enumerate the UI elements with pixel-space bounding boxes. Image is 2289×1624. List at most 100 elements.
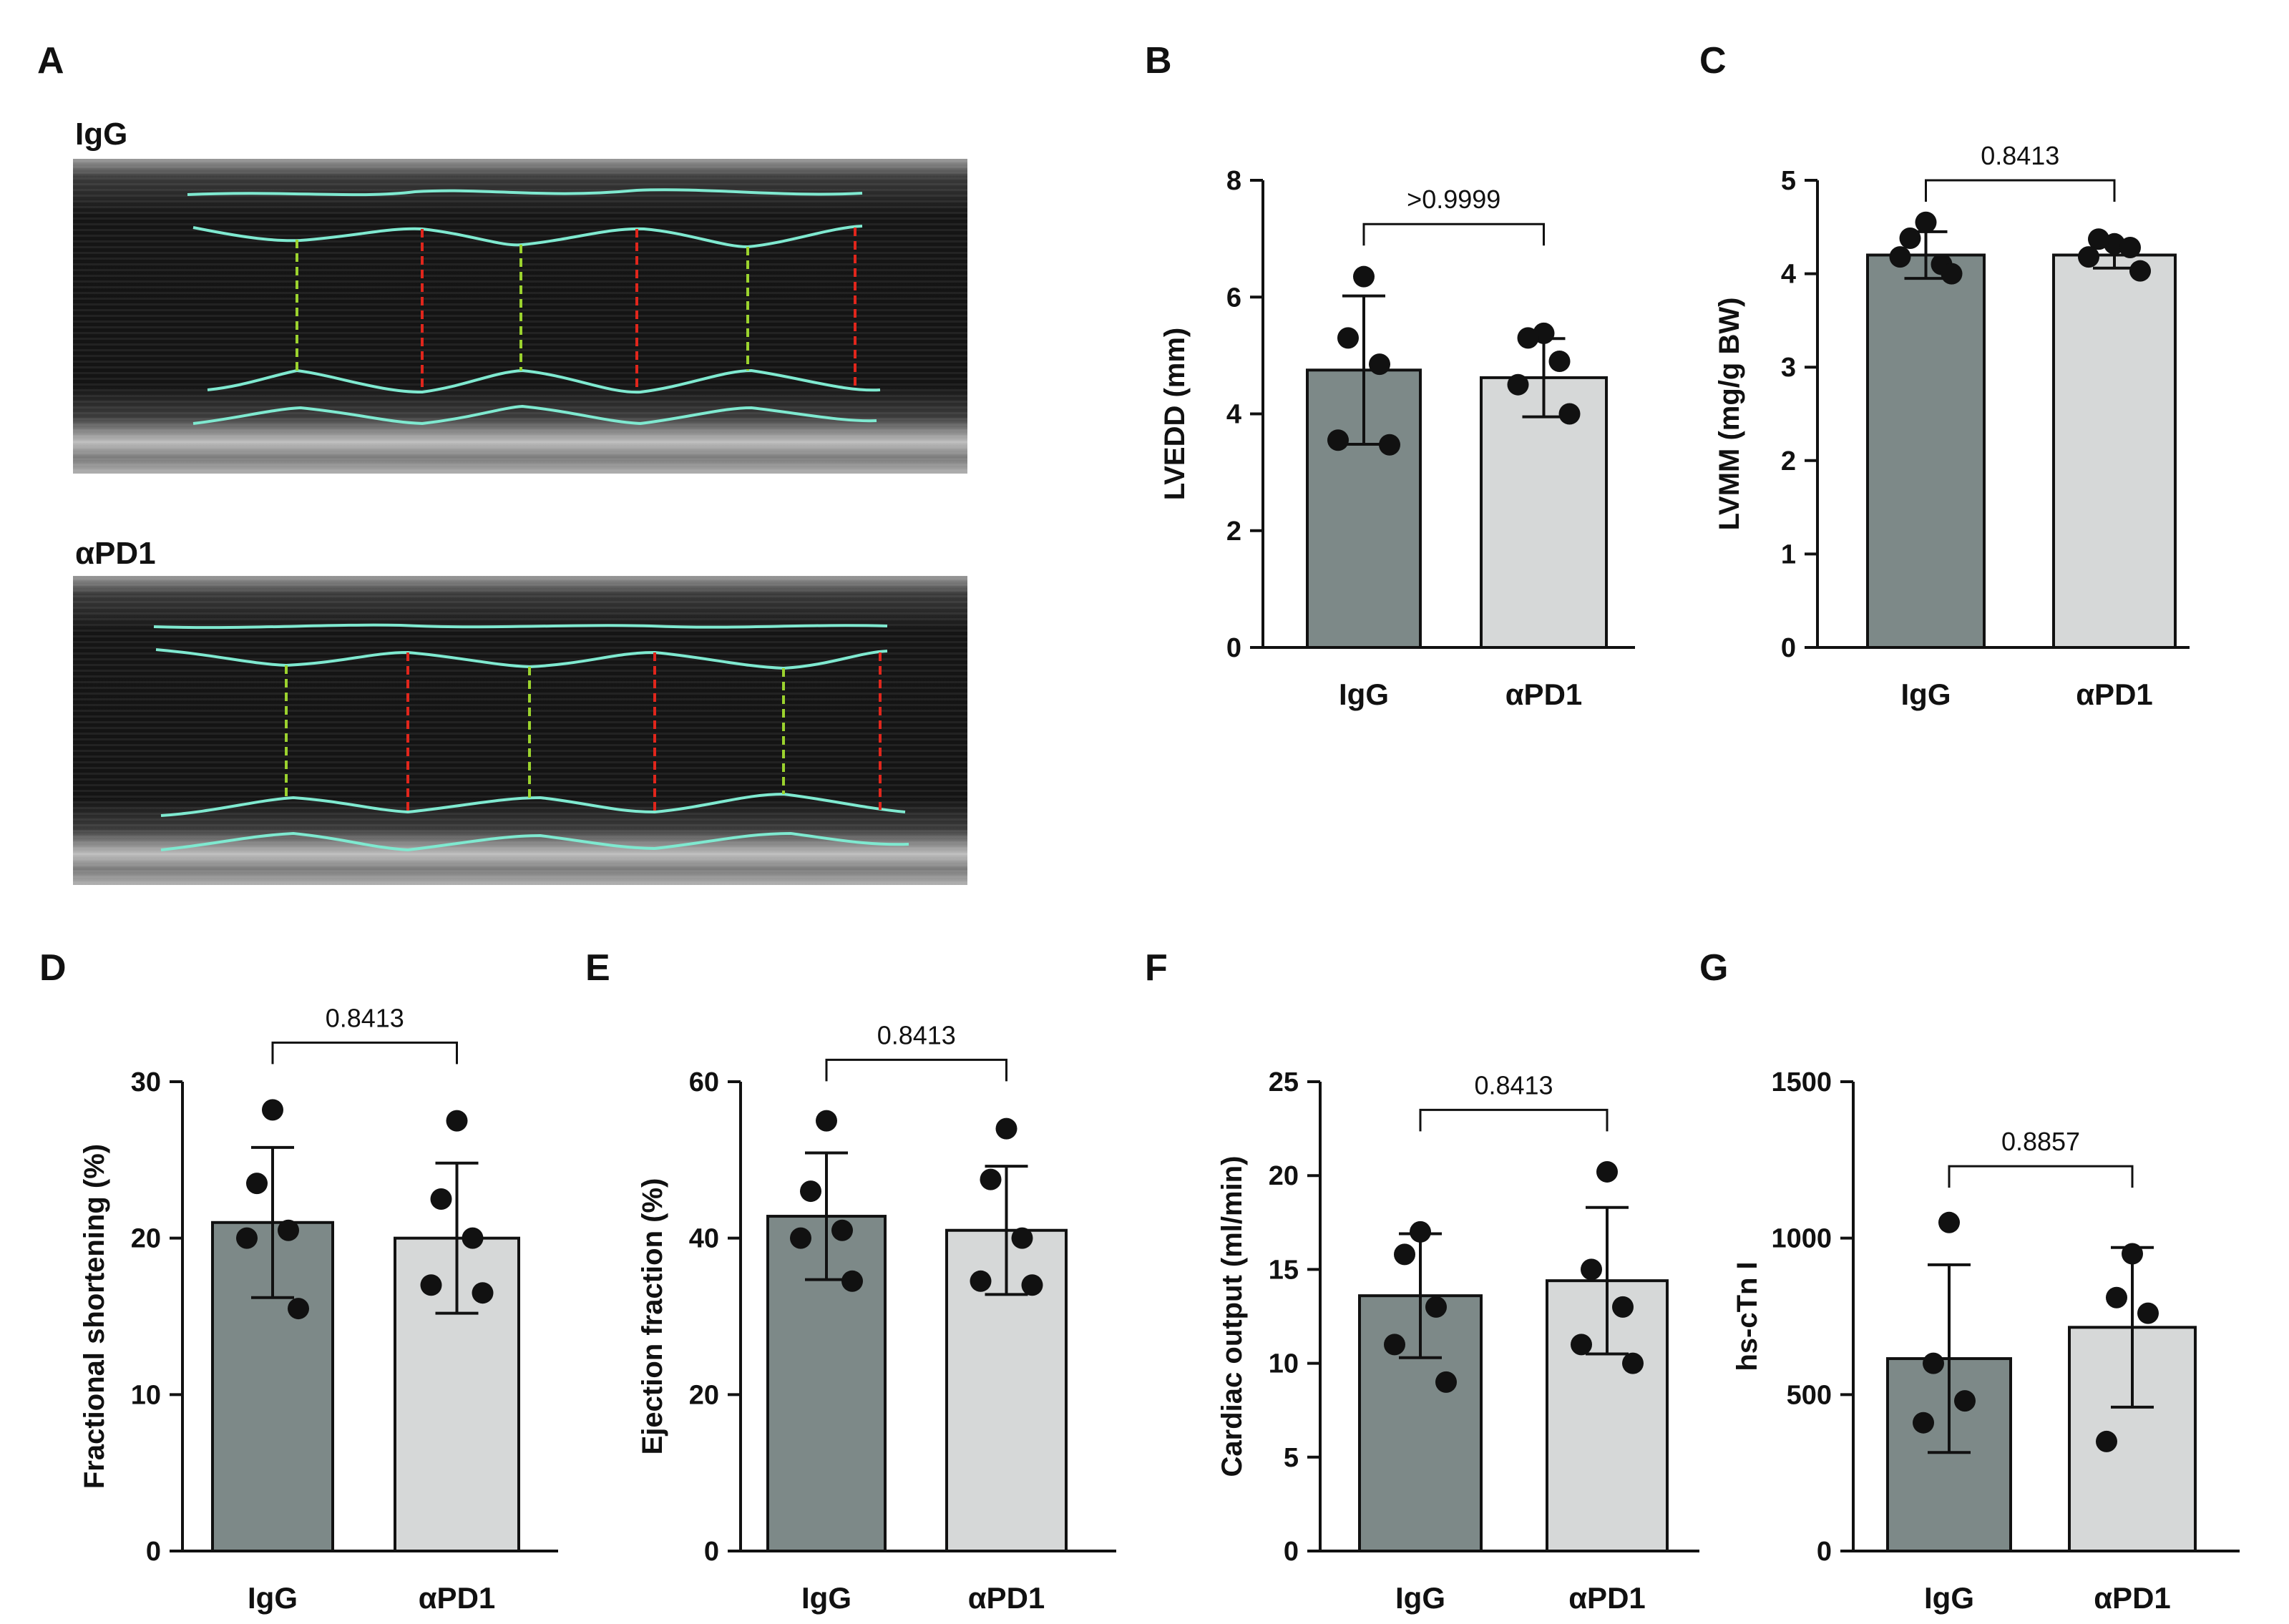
echo-label-igg: IgG [75,117,127,152]
chart-panel-c: C IgG αPD1 0 1 2 3 4 5 LVMM (mg/g BW) 0.8413 [1699,40,2190,711]
data-point-c [2088,228,2109,250]
bar-c-IgG [1866,253,1986,650]
data-point-f [1384,1334,1405,1356]
y-tick-label-d: 10 [131,1380,161,1410]
echo-trace-igg-bottom [192,404,877,426]
data-point-g [1913,1412,1934,1434]
category-label-c: IgG [1901,678,1951,711]
category-label-b: αPD1 [1505,678,1583,711]
category-label-b: IgG [1339,678,1389,711]
data-point-c [2119,237,2141,259]
category-label-f: αPD1 [1568,1581,1646,1615]
y-axis-label-e: Ejection fraction (%) [637,1178,668,1455]
data-point-d [236,1227,258,1249]
data-point-e [980,1168,1002,1190]
panel-letter-b: B [1145,40,1172,82]
y-axis-label-c: LVMM (mg/g BW) [1714,298,1745,531]
data-point-e [995,1117,1017,1140]
y-axis-label-f: Cardiac output (ml/min) [1216,1156,1248,1477]
bar-c-αPD1 [2052,253,2177,650]
data-point-e [970,1270,992,1292]
data-point-e [1021,1274,1043,1296]
echo-trace-apd1-top [153,623,888,630]
echo-trace-apd1-lower [160,792,906,817]
data-point-e [800,1180,821,1203]
data-point-g [2096,1430,2117,1452]
data-point-d [246,1173,268,1195]
data-point-c [1941,263,1963,285]
data-point-f [1581,1258,1602,1281]
echo-trace-apd1-upper [155,648,888,670]
y-tick-label-c: 2 [1781,446,1796,476]
y-tick-label-f: 15 [1269,1255,1299,1285]
y-tick-label-d: 30 [131,1067,161,1097]
panel-letter-f: F [1145,947,1168,989]
y-tick-label-f: 0 [1284,1537,1299,1567]
data-point-g [2122,1243,2143,1265]
category-label-c: αPD1 [2076,678,2153,711]
p-value-f: 0.8413 [1474,1070,1553,1100]
panel-letter-e: E [585,947,610,989]
data-point-e [1011,1227,1033,1249]
panel-letter-c: C [1699,40,1727,82]
data-point-g [1938,1211,1960,1233]
data-point-c [2078,246,2099,268]
significance-bracket-e [825,1058,1007,1082]
data-point-e [831,1219,853,1241]
y-axis-label-d: Fractional shortening (%) [79,1144,110,1489]
echo-trace-igg-top [187,188,863,197]
y-tick-label-f: 5 [1284,1443,1299,1473]
category-label-g: αPD1 [2094,1581,2171,1615]
data-point-f [1435,1371,1457,1393]
p-value-e: 0.8413 [877,1020,956,1050]
y-tick-label-f: 10 [1269,1349,1299,1379]
significance-bracket-c [1925,179,2116,202]
data-point-g [2106,1286,2127,1309]
panel-letter-g: G [1699,947,1728,989]
chart-panel-f: F IgG αPD1 0 5 10 15 20 25 Cardiac output (ml/min… [1145,947,1699,1615]
y-tick-label-e: 20 [689,1380,719,1410]
echo-image-igg: IgG [73,117,967,474]
significance-bracket-b [1362,222,1545,246]
data-point-d [446,1110,468,1132]
y-tick-label-g: 1500 [1771,1067,1832,1097]
chart-panel-b: B IgG αPD1 0 2 4 6 8 LVEDD (mm) >0.9999 [1145,40,1635,711]
category-label-f: IgG [1395,1581,1445,1615]
p-value-c: 0.8413 [1981,141,2059,170]
category-label-e: αPD1 [968,1581,1045,1615]
data-point-f [1425,1296,1447,1318]
chart-panel-g: G IgG αPD1 0 500 1000 1500 hs-cTn I 0.8857 [1699,947,2240,1615]
p-value-b: >0.9999 [1407,185,1500,214]
data-point-e [841,1270,863,1292]
y-axis-label-g: hs-cTn I [1732,1261,1763,1371]
y-tick-label-c: 3 [1781,353,1796,383]
data-point-d [462,1227,484,1249]
y-tick-label-b: 0 [1226,633,1241,663]
category-label-d: αPD1 [419,1581,496,1615]
data-point-g [2137,1302,2159,1324]
p-value-g: 0.8857 [2001,1127,2080,1156]
y-tick-label-c: 5 [1781,166,1796,196]
data-point-g [1954,1390,1976,1412]
data-point-b [1327,429,1349,451]
y-tick-label-e: 40 [689,1224,719,1254]
data-point-e [816,1110,837,1132]
data-point-c [1899,227,1921,249]
y-tick-label-e: 0 [704,1537,719,1567]
panel-letter-d: D [39,947,67,989]
y-tick-label-g: 500 [1787,1380,1832,1410]
y-tick-label-d: 0 [146,1537,161,1567]
y-tick-label-b: 4 [1226,400,1241,430]
y-tick-label-f: 25 [1269,1067,1299,1097]
data-point-d [472,1282,494,1304]
data-point-d [430,1188,452,1210]
data-point-b [1353,265,1375,288]
significance-bracket-f [1419,1108,1609,1132]
data-point-d [262,1099,283,1121]
data-point-c [1915,211,1937,233]
y-tick-label-g: 0 [1817,1537,1832,1567]
significance-bracket-d [271,1041,458,1065]
echo-trace-igg-lower [207,368,881,394]
panel-letter-a: A [37,40,64,82]
data-point-f [1596,1160,1618,1183]
